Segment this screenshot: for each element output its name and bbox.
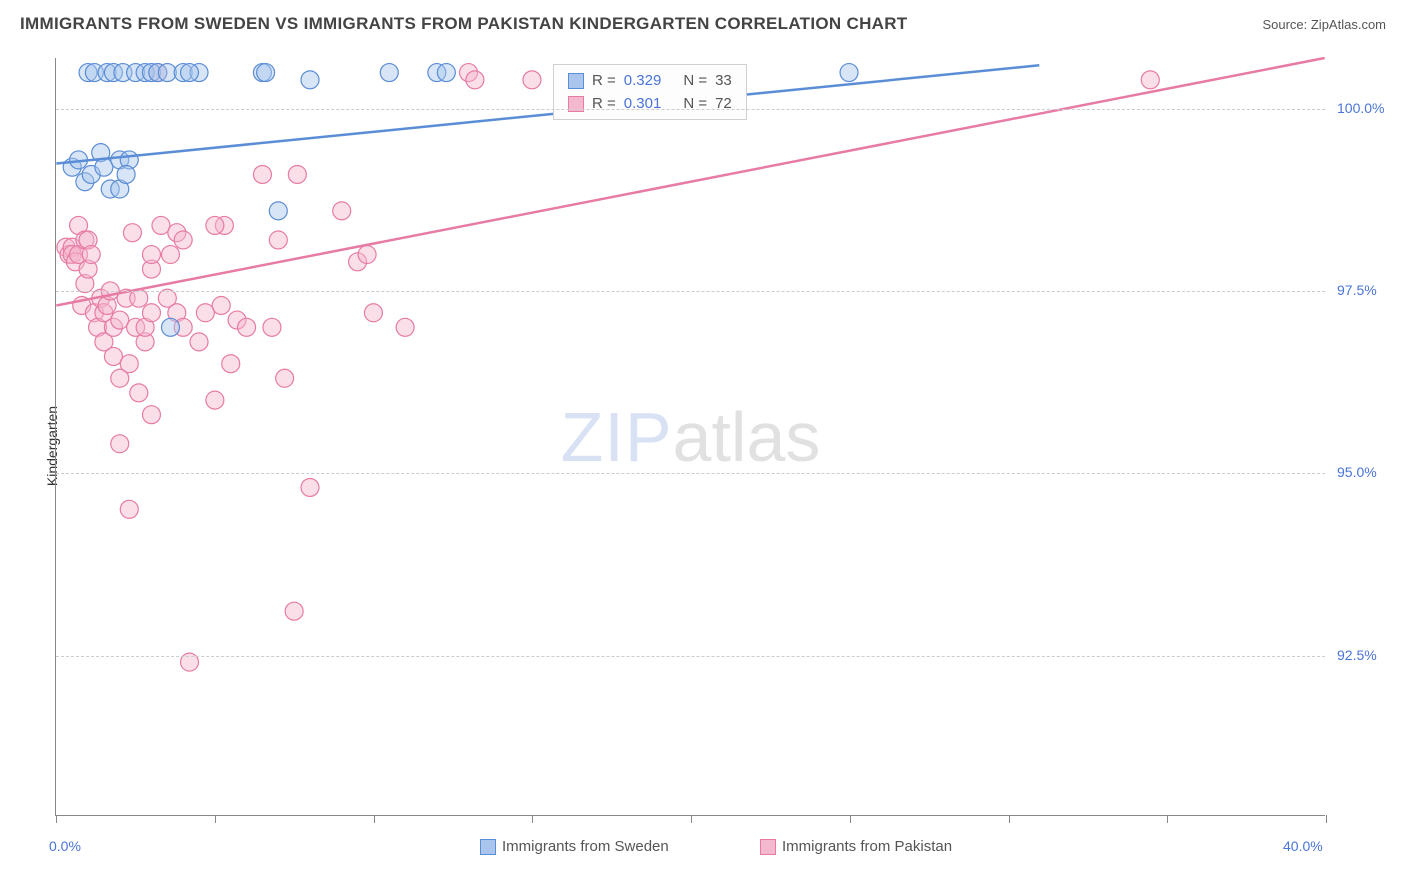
scatter-point-sweden: [380, 64, 398, 82]
legend-r-value: 0.329: [624, 72, 662, 89]
scatter-point-pakistan: [212, 296, 230, 314]
scatter-point-sweden: [257, 64, 275, 82]
scatter-point-pakistan: [142, 406, 160, 424]
swatch-sweden: [568, 73, 584, 89]
gridline-h: [56, 656, 1325, 657]
scatter-point-sweden: [181, 64, 199, 82]
xtick: [56, 815, 57, 823]
stats-legend-row-sweden: R = 0.329 N = 33: [554, 69, 746, 92]
plot-area: ZIPatlas R = 0.329N = 33R = 0.301N = 72: [55, 58, 1325, 816]
xtick: [215, 815, 216, 823]
legend-n-value: 33: [715, 72, 732, 89]
xtick: [1167, 815, 1168, 823]
scatter-point-pakistan: [396, 318, 414, 336]
scatter-point-pakistan: [111, 435, 129, 453]
scatter-point-pakistan: [253, 165, 271, 183]
scatter-point-pakistan: [206, 216, 224, 234]
scatter-point-pakistan: [142, 246, 160, 264]
scatter-point-pakistan: [190, 333, 208, 351]
ytick-label: 97.5%: [1337, 282, 1377, 298]
xtick-label: 0.0%: [49, 838, 81, 854]
scatter-point-pakistan: [364, 304, 382, 322]
scatter-point-pakistan: [288, 165, 306, 183]
scatter-point-pakistan: [263, 318, 281, 336]
gridline-h: [56, 109, 1325, 110]
scatter-point-sweden: [269, 202, 287, 220]
scatter-point-pakistan: [285, 602, 303, 620]
legend-r-label: R =: [592, 72, 616, 89]
scatter-point-sweden: [95, 158, 113, 176]
scatter-point-pakistan: [358, 246, 376, 264]
scatter-point-sweden: [117, 165, 135, 183]
bottom-legend-label: Immigrants from Pakistan: [782, 838, 952, 855]
swatch-pakistan-icon: [760, 839, 776, 855]
scatter-point-pakistan: [104, 347, 122, 365]
scatter-point-pakistan: [123, 224, 141, 242]
stats-legend: R = 0.329 N = 33 R = 0.301N = 72: [553, 64, 747, 120]
scatter-point-pakistan: [222, 355, 240, 373]
scatter-point-pakistan: [161, 246, 179, 264]
ytick-label: 100.0%: [1337, 100, 1384, 116]
xtick-label: 40.0%: [1283, 838, 1323, 854]
bottom-legend-pakistan: Immigrants from Pakistan: [760, 838, 952, 855]
xtick: [1009, 815, 1010, 823]
scatter-point-pakistan: [523, 71, 541, 89]
scatter-point-pakistan: [206, 391, 224, 409]
gridline-h: [56, 473, 1325, 474]
xtick: [850, 815, 851, 823]
scatter-point-pakistan: [111, 311, 129, 329]
xtick: [1326, 815, 1327, 823]
scatter-point-pakistan: [196, 304, 214, 322]
scatter-point-pakistan: [333, 202, 351, 220]
scatter-point-pakistan: [301, 478, 319, 496]
title-bar: IMMIGRANTS FROM SWEDEN VS IMMIGRANTS FRO…: [20, 14, 1386, 34]
scatter-point-sweden: [437, 64, 455, 82]
bottom-legend-label: Immigrants from Sweden: [502, 838, 669, 855]
scatter-point-pakistan: [130, 384, 148, 402]
bottom-legend-sweden: Immigrants from Sweden: [480, 838, 669, 855]
scatter-point-sweden: [161, 318, 179, 336]
ytick-label: 95.0%: [1337, 464, 1377, 480]
legend-n-label: N =: [683, 72, 707, 89]
scatter-point-pakistan: [269, 231, 287, 249]
scatter-point-pakistan: [120, 355, 138, 373]
swatch-sweden-icon: [480, 839, 496, 855]
ytick-label: 92.5%: [1337, 647, 1377, 663]
xtick: [691, 815, 692, 823]
scatter-point-pakistan: [466, 71, 484, 89]
scatter-point-pakistan: [276, 369, 294, 387]
scatter-point-pakistan: [82, 246, 100, 264]
source-label: Source: ZipAtlas.com: [1262, 17, 1386, 32]
chart-title: IMMIGRANTS FROM SWEDEN VS IMMIGRANTS FRO…: [20, 14, 908, 34]
scatter-point-pakistan: [174, 231, 192, 249]
xtick: [532, 815, 533, 823]
scatter-point-pakistan: [238, 318, 256, 336]
scatter-point-pakistan: [142, 304, 160, 322]
scatter-point-pakistan: [152, 216, 170, 234]
xtick: [374, 815, 375, 823]
gridline-h: [56, 291, 1325, 292]
scatter-point-pakistan: [1141, 71, 1159, 89]
scatter-point-sweden: [840, 64, 858, 82]
scatter-point-pakistan: [120, 500, 138, 518]
stats-legend-row-pakistan: R = 0.301N = 72: [554, 92, 746, 115]
scatter-point-sweden: [301, 71, 319, 89]
chart-svg: [56, 58, 1325, 815]
